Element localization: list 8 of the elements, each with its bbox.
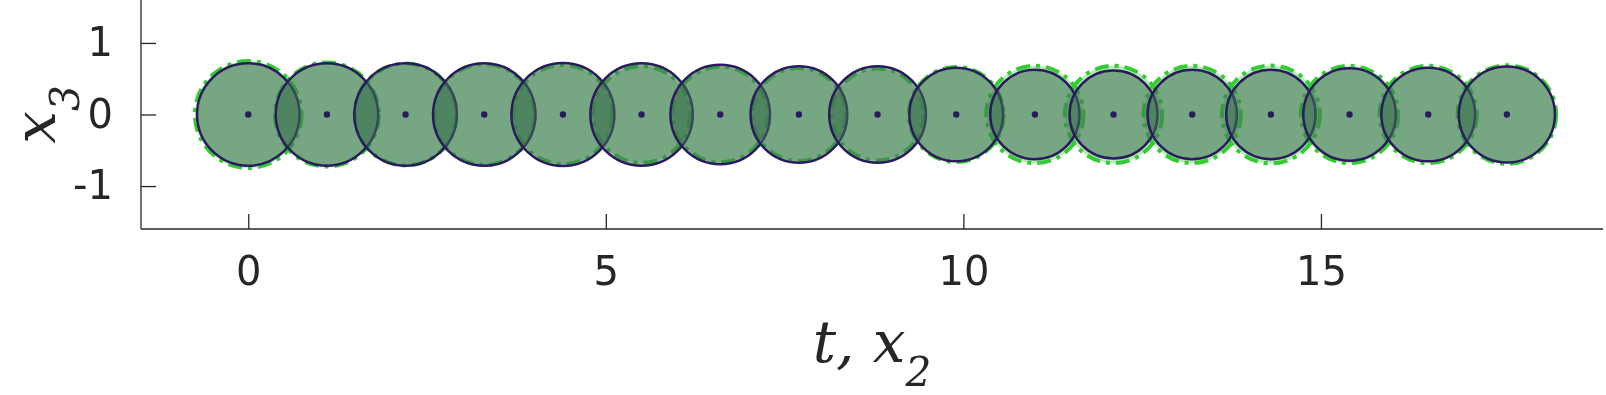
x-tick-label: 0 — [236, 248, 262, 295]
y-tick-label: -1 — [73, 162, 113, 209]
x-axis-title: t, x$_{2}$ — [812, 308, 932, 395]
x-tick-label: 5 — [593, 248, 620, 295]
x-tick-label: 10 — [938, 248, 990, 295]
x-tick-label: 15 — [1296, 248, 1347, 295]
y-tick-label: 0 — [87, 90, 113, 137]
y-tick-label: 1 — [87, 19, 113, 66]
